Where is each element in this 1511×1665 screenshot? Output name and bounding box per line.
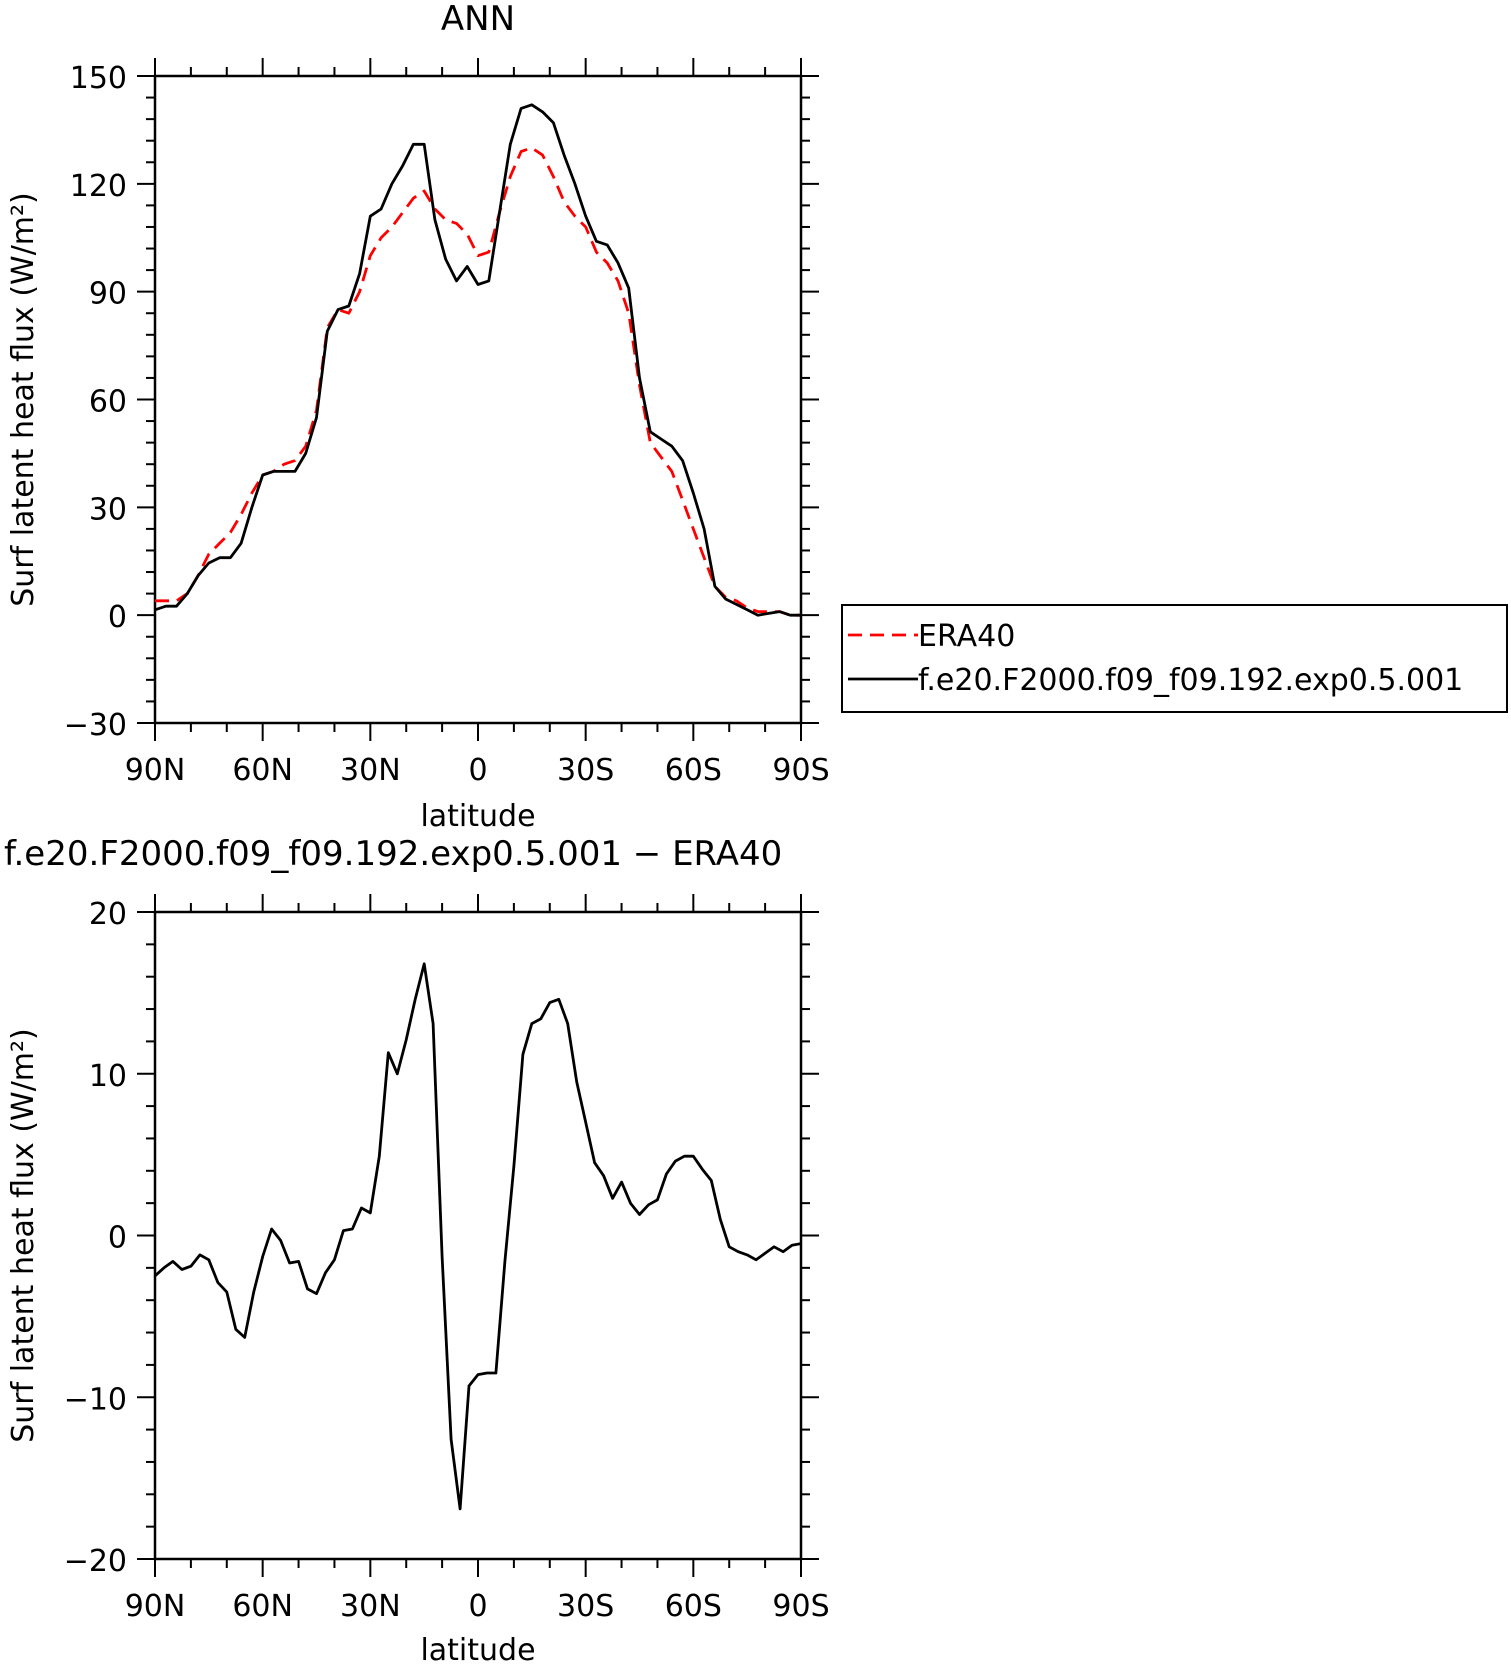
y-tick-label: −30 bbox=[64, 708, 127, 743]
x-tick-label: 30N bbox=[340, 1589, 401, 1624]
series-line-2 bbox=[155, 103, 801, 617]
x-tick-label: 0 bbox=[468, 753, 487, 788]
x-axis-label: latitude bbox=[420, 1633, 535, 1665]
y-tick-label: −20 bbox=[64, 1544, 127, 1579]
y-tick-label: 10 bbox=[89, 1059, 127, 1094]
y-tick-label: 60 bbox=[89, 385, 127, 420]
y-tick-label: 0 bbox=[108, 1221, 127, 1256]
y-tick-label: 150 bbox=[70, 61, 127, 96]
x-tick-label: 30S bbox=[557, 753, 614, 788]
series-line-1 bbox=[155, 146, 801, 617]
legend-box bbox=[841, 604, 1508, 713]
legend-label: ERA40 bbox=[918, 619, 1015, 654]
chart-title: ANN bbox=[441, 0, 515, 39]
x-tick-label: 30N bbox=[340, 753, 401, 788]
x-tick-label: 90N bbox=[125, 753, 186, 788]
x-tick-label: 90S bbox=[772, 1589, 829, 1624]
plot-frame bbox=[153, 910, 803, 1561]
x-axis-label: latitude bbox=[420, 799, 535, 834]
x-tick-label: 60S bbox=[665, 1589, 722, 1624]
x-tick-label: 0 bbox=[468, 1589, 487, 1624]
x-tick-label: 90N bbox=[125, 1589, 186, 1624]
y-axis-label: Surf latent heat flux (W/m²) bbox=[6, 1028, 41, 1443]
chart-panel-1: ANN −30 0 30 60 90 120 150 90N 60N 30N 0 30S 60S 90S la… bbox=[6, 0, 1508, 834]
x-tick-label: 30S bbox=[557, 1589, 614, 1624]
y-tick-label: 0 bbox=[108, 600, 127, 635]
plot-frame bbox=[153, 74, 803, 725]
y-tick-label: 120 bbox=[70, 169, 127, 204]
y-tick-label: 30 bbox=[89, 492, 127, 527]
series-line-1 bbox=[155, 962, 801, 1511]
x-tick-label: 60S bbox=[665, 753, 722, 788]
x-tick-label: 60N bbox=[232, 753, 293, 788]
x-tick-label: 90S bbox=[772, 753, 829, 788]
chart-panel-2: f.e20.F2000.f09_f09.192.exp0.5.001 − ERA… bbox=[4, 834, 830, 1665]
legend: ERA40 f.e20.F2000.f09_f09.192.exp0.5.001 bbox=[841, 604, 1508, 713]
y-axis-label: Surf latent heat flux (W/m²) bbox=[6, 192, 41, 607]
y-tick-label: −10 bbox=[64, 1382, 127, 1417]
chart-title: f.e20.F2000.f09_f09.192.exp0.5.001 − ERA… bbox=[4, 834, 782, 874]
x-tick-label: 60N bbox=[232, 1589, 293, 1624]
y-tick-label: 90 bbox=[89, 277, 127, 312]
legend-label: f.e20.F2000.f09_f09.192.exp0.5.001 bbox=[918, 663, 1463, 698]
y-tick-label: 20 bbox=[89, 897, 127, 932]
